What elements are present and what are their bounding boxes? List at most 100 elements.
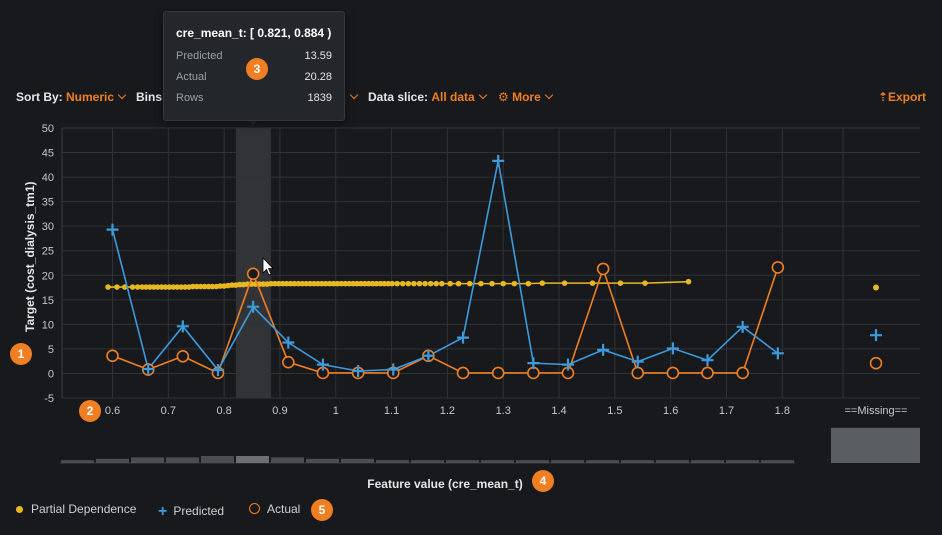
partial-dependence-point[interactable] xyxy=(489,280,495,287)
actual-point[interactable] xyxy=(282,355,295,369)
partial-dependence-point[interactable] xyxy=(350,280,356,287)
partial-dependence-point[interactable] xyxy=(299,280,306,287)
partial-dependence-point[interactable] xyxy=(279,280,286,287)
actual-point[interactable] xyxy=(246,267,260,281)
partial-dependence-point[interactable] xyxy=(291,280,298,287)
partial-dependence-point[interactable] xyxy=(147,284,153,290)
partial-dependence-point[interactable] xyxy=(511,280,518,287)
predicted-point[interactable] xyxy=(316,358,329,371)
partial-dependence-point[interactable] xyxy=(170,284,177,290)
partial-dependence-point[interactable] xyxy=(158,284,165,290)
partial-dependence-point[interactable] xyxy=(394,280,400,287)
partial-dependence-point[interactable] xyxy=(447,280,453,287)
partial-dependence-point[interactable] xyxy=(295,280,302,287)
partial-dependence-point[interactable] xyxy=(209,283,216,290)
partial-dependence-point[interactable] xyxy=(399,280,406,287)
predicted-point[interactable] xyxy=(176,320,189,333)
predicted-point[interactable] xyxy=(211,364,224,377)
predicted-point[interactable] xyxy=(631,355,644,368)
histogram-bar[interactable] xyxy=(621,460,654,463)
partial-dependence-point[interactable] xyxy=(229,282,235,288)
partial-dependence-point[interactable] xyxy=(272,280,278,287)
actual-point[interactable] xyxy=(701,366,714,380)
predicted-point[interactable] xyxy=(352,365,365,377)
partial-dependence-point[interactable] xyxy=(354,280,360,287)
histogram-bar[interactable] xyxy=(341,458,374,463)
partial-dependence-point[interactable] xyxy=(268,280,274,287)
legend-predicted[interactable]: + Predicted xyxy=(158,502,224,520)
partial-dependence-point[interactable] xyxy=(205,283,212,290)
predicted-point[interactable] xyxy=(771,347,784,360)
legend-actual[interactable]: Actual xyxy=(249,502,300,516)
partial-dependence-point[interactable] xyxy=(105,284,111,290)
partial-dependence-point[interactable] xyxy=(139,284,145,290)
predicted-point[interactable] xyxy=(106,223,119,236)
partial-dependence-point[interactable] xyxy=(315,280,321,287)
histogram-bar[interactable] xyxy=(446,460,479,463)
partial-dependence-point[interactable] xyxy=(322,280,329,287)
actual-point[interactable] xyxy=(771,261,785,274)
histogram-bar[interactable] xyxy=(201,456,234,463)
partial-dependence-point[interactable] xyxy=(411,280,417,287)
partial-dependence-point[interactable] xyxy=(114,284,120,290)
predicted-point[interactable] xyxy=(701,354,714,367)
partial-dependence-point[interactable] xyxy=(190,283,196,290)
actual-point[interactable] xyxy=(736,366,749,380)
sort-by-value[interactable]: Numeric xyxy=(66,90,115,104)
partial-dependence-point[interactable] xyxy=(166,284,173,290)
partial-dependence-point[interactable] xyxy=(377,280,384,287)
histogram-bar[interactable] xyxy=(551,460,584,463)
export-button[interactable]: ⇡Export xyxy=(878,90,926,104)
partial-dependence-point[interactable] xyxy=(330,280,337,287)
partial-dependence-point[interactable] xyxy=(617,280,624,286)
predicted-point[interactable] xyxy=(387,363,400,376)
partial-dependence-point[interactable] xyxy=(276,280,282,287)
partial-dependence-point[interactable] xyxy=(422,280,428,287)
partial-dependence-point[interactable] xyxy=(381,280,388,287)
partial-dependence-point[interactable] xyxy=(466,280,473,287)
histogram-bar[interactable] xyxy=(96,458,129,463)
partial-dependence-point[interactable] xyxy=(385,280,392,287)
partial-dependence-point[interactable] xyxy=(334,280,341,287)
histogram-bar[interactable] xyxy=(131,457,164,463)
histogram-bar[interactable] xyxy=(236,456,269,463)
histogram-bar[interactable] xyxy=(691,460,724,463)
partial-dependence-point[interactable] xyxy=(373,280,380,287)
missing-partial-point[interactable] xyxy=(873,284,879,291)
predicted-point[interactable] xyxy=(736,320,749,333)
partial-dependence-point[interactable] xyxy=(236,281,243,288)
partial-dependence-point[interactable] xyxy=(389,280,395,287)
partial-dependence-point[interactable] xyxy=(129,284,136,290)
partial-dependence-point[interactable] xyxy=(361,280,368,287)
histogram-bar[interactable] xyxy=(61,460,94,463)
partial-dependence-point[interactable] xyxy=(455,280,462,287)
partial-dependence-point[interactable] xyxy=(193,283,200,290)
data-slice-control[interactable]: Data slice: All data xyxy=(368,90,487,104)
partial-dependence-point[interactable] xyxy=(134,284,141,290)
partial-dependence-point[interactable] xyxy=(260,281,267,287)
partial-dependence-point[interactable] xyxy=(143,284,149,290)
partial-dependence-point[interactable] xyxy=(303,280,309,287)
histogram-bar[interactable] xyxy=(726,460,759,463)
partial-dependence-point[interactable] xyxy=(478,280,484,287)
more-button[interactable]: ⚙ More xyxy=(498,90,554,104)
partial-dependence-point[interactable] xyxy=(439,280,445,287)
bins-control[interactable]: Bins xyxy=(136,90,162,104)
predicted-point[interactable] xyxy=(142,363,155,376)
actual-point[interactable] xyxy=(596,262,610,276)
predicted-point[interactable] xyxy=(457,331,470,344)
partial-dependence-point[interactable] xyxy=(358,280,364,287)
predicted-point[interactable] xyxy=(247,300,260,313)
partial-dependence-point[interactable] xyxy=(307,280,313,287)
partial-dependence-point[interactable] xyxy=(342,280,349,287)
histogram-bar[interactable] xyxy=(586,460,619,463)
partial-dependence-point[interactable] xyxy=(539,280,546,286)
data-slice-value[interactable]: All data xyxy=(431,90,475,104)
missing-actual-point[interactable] xyxy=(869,356,883,370)
predicted-point[interactable] xyxy=(282,336,295,349)
partial-dependence-point[interactable] xyxy=(283,280,290,287)
partial-dependence-point[interactable] xyxy=(365,280,372,287)
histogram-bar-missing[interactable] xyxy=(831,427,920,463)
predicted-point[interactable] xyxy=(870,329,882,342)
